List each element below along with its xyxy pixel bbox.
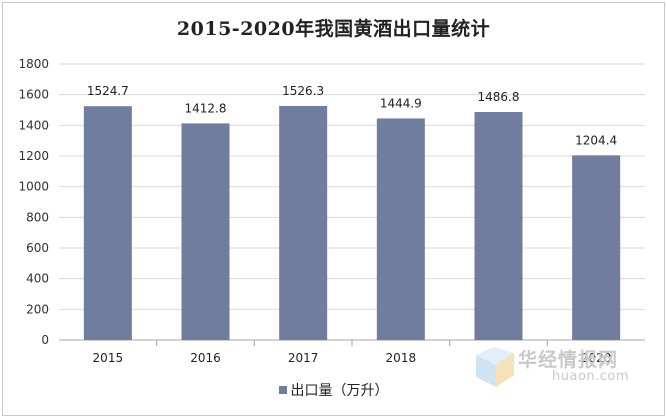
watermark-text-en: huaon.com [552,369,630,384]
data-label: 1526.3 [282,84,324,98]
x-tick-label: 2017 [288,351,319,365]
y-tick-label: 0 [41,333,49,347]
bar [474,112,523,340]
legend: 出口量（万升） [0,380,667,400]
data-label: 1486.8 [478,90,520,104]
y-tick-label: 1600 [18,88,49,102]
y-tick-label: 1000 [18,180,49,194]
y-tick-label: 1200 [18,149,49,163]
legend-swatch [278,386,287,394]
y-tick-label: 600 [26,241,49,255]
data-label: 1204.4 [575,133,617,147]
data-label: 1444.9 [380,96,422,110]
watermark-text-cn: 华经情报网 [518,349,619,371]
data-label: 1412.8 [185,101,227,115]
x-tick-label: 2016 [190,351,221,365]
bar [572,155,621,340]
watermark-logo-icon [476,347,514,387]
y-tick-label: 400 [26,272,49,286]
bar [181,123,230,340]
legend-label: 出口量（万升） [290,383,389,399]
bar [83,106,132,340]
x-tick-label: 2015 [93,351,124,365]
chart-title: 2015-2020年我国黄酒出口量统计 [176,18,491,40]
y-tick-label: 200 [26,302,49,316]
x-tick-label: 2018 [386,351,417,365]
y-tick-label: 1800 [18,57,49,71]
y-tick-label: 1400 [18,118,49,132]
data-label: 1524.7 [87,84,129,98]
watermark: 华经情报网 huaon.com [474,345,664,393]
x-tick-label: 2020 [581,351,612,365]
bar [376,118,425,340]
bar [279,105,328,340]
y-tick-label: 800 [26,210,49,224]
